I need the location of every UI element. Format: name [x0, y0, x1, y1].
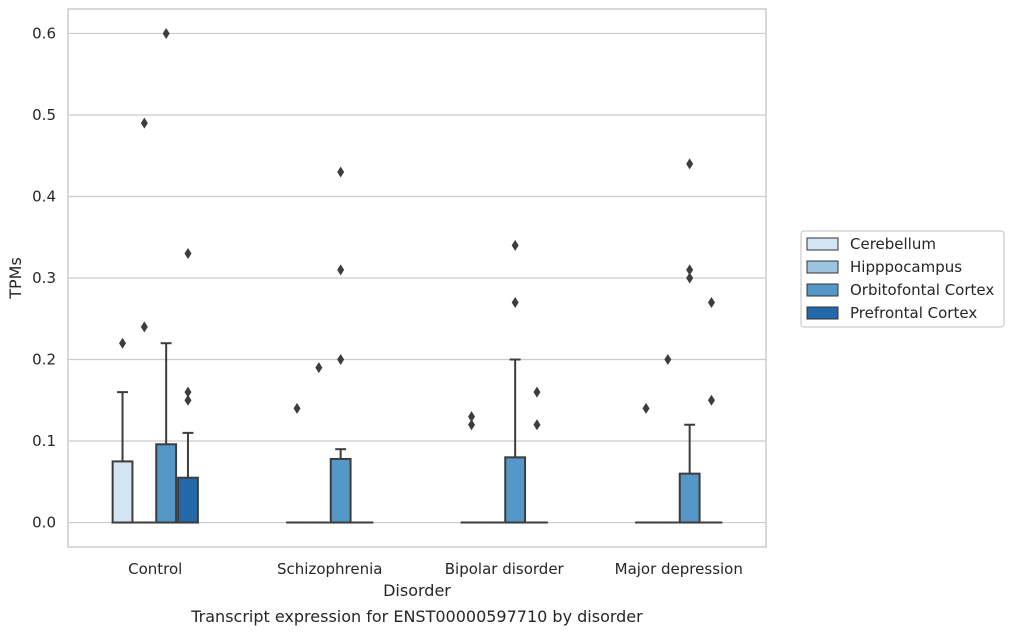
box-orbitofontal-cortex: [678, 158, 701, 524]
box-prefrontal-cortex: [177, 248, 199, 524]
outlier-point: [162, 27, 170, 39]
box-plots: [111, 27, 723, 524]
y-tick-label: 0.6: [32, 24, 56, 42]
box: [504, 456, 527, 524]
box-prefrontal-cortex: [700, 296, 723, 524]
x-tick-label: Major depression: [615, 560, 743, 578]
outlier-point: [315, 362, 323, 374]
box-hipppocampus: [307, 362, 330, 524]
box-cerebellum: [111, 337, 134, 524]
outlier-point: [686, 158, 694, 170]
outlier-point: [337, 166, 345, 178]
outlier-point: [707, 394, 715, 406]
y-tick-label: 0.4: [32, 187, 56, 205]
box: [177, 476, 199, 524]
outlier-point: [511, 239, 519, 251]
outlier-point: [642, 402, 650, 414]
outlier-point: [686, 272, 694, 284]
y-tick-label: 0.0: [32, 514, 56, 532]
outlier-point: [140, 321, 148, 333]
outlier-point: [184, 394, 192, 406]
outlier-point: [686, 264, 694, 276]
outlier-point: [533, 386, 541, 398]
outlier-point: [337, 354, 345, 366]
outlier-point: [184, 386, 192, 398]
legend-swatch: [806, 260, 839, 274]
box-prefrontal-cortex: [526, 386, 548, 524]
y-tick-label: 0.3: [32, 269, 56, 287]
box: [678, 472, 701, 524]
legend-label: Prefrontal Cortex: [850, 304, 977, 322]
legend-swatch: [806, 237, 839, 251]
box-hipppocampus: [133, 117, 156, 524]
x-axis: Control Schizophrenia Bipolar disorder Majo…: [128, 560, 743, 578]
box: [155, 443, 178, 524]
outlier-point: [337, 264, 345, 276]
x-tick-label: Bipolar disorder: [445, 560, 565, 578]
legend: Cerebellum Hipppocampus Orbitofontal Corte…: [800, 230, 1005, 328]
y-tick-label: 0.1: [32, 432, 56, 450]
x-tick-label: Control: [128, 560, 182, 578]
outlier-point: [293, 402, 301, 414]
x-tick-label: Schizophrenia: [277, 560, 382, 578]
legend-swatch: [806, 283, 839, 297]
box-orbitofontal-cortex: [504, 239, 527, 524]
y-axis-label: TPMs: [6, 257, 25, 300]
outlier-point: [468, 419, 476, 431]
box-orbitofontal-cortex: [155, 27, 178, 524]
outlier-point: [184, 248, 192, 260]
box-cerebellum: [635, 402, 657, 524]
box-cerebellum: [286, 402, 308, 524]
legend-label: Orbitofontal Cortex: [850, 281, 994, 299]
outlier-point: [707, 296, 715, 308]
box: [329, 457, 352, 524]
outlier-point: [119, 337, 127, 349]
outlier-point: [140, 117, 148, 129]
legend-swatch: [806, 306, 839, 320]
outlier-point: [468, 411, 476, 423]
y-tick-label: 0.2: [32, 351, 56, 369]
plot-frame: [67, 8, 767, 548]
gridlines: [68, 32, 766, 524]
y-axis: 0.0 0.1 0.2 0.3 0.4 0.5 0.6: [32, 24, 56, 531]
box: [111, 460, 134, 524]
box-cerebellum: [460, 411, 483, 524]
chart-caption: Transcript expression for ENST0000059771…: [190, 607, 643, 626]
legend-label: Hipppocampus: [850, 258, 962, 276]
box-orbitofontal-cortex: [329, 166, 352, 524]
legend-frame: [800, 230, 1005, 328]
outlier-point: [664, 354, 672, 366]
x-axis-label: Disorder: [383, 581, 451, 600]
y-tick-label: 0.5: [32, 106, 56, 124]
box-hipppocampus: [656, 354, 679, 524]
outlier-point: [511, 296, 519, 308]
legend-label: Cerebellum: [850, 235, 936, 253]
outlier-point: [533, 419, 541, 431]
